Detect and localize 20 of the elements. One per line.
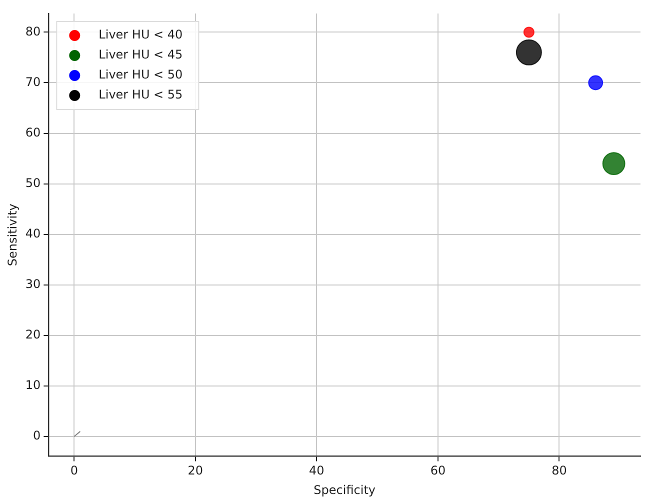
y-tick-label: 40 xyxy=(25,226,41,240)
y-tick-label: 20 xyxy=(25,328,41,342)
y-tick-label: 60 xyxy=(25,125,41,140)
x-tick-label: 20 xyxy=(188,464,204,478)
x-tick-label: 40 xyxy=(309,464,324,478)
x-tick-label: 0 xyxy=(70,464,78,478)
x-tick-label: 60 xyxy=(430,464,446,478)
x-axis-title: Specificity xyxy=(314,482,376,497)
legend-label: Liver HU < 55 xyxy=(98,88,183,102)
y-tick-label: 10 xyxy=(25,378,41,392)
y-tick-label: 0 xyxy=(33,428,41,443)
y-tick-label: 50 xyxy=(25,176,41,190)
y-axis-title: Sensitivity xyxy=(5,204,20,266)
y-tick-label: 30 xyxy=(25,277,41,292)
legend-label: Liver HU < 40 xyxy=(98,28,183,42)
legend-label: Liver HU < 50 xyxy=(98,68,183,82)
y-tick-label: 80 xyxy=(25,24,41,38)
legend-label: Liver HU < 45 xyxy=(98,48,183,62)
x-tick-label: 80 xyxy=(552,464,567,478)
y-tick-label: 70 xyxy=(25,74,41,89)
